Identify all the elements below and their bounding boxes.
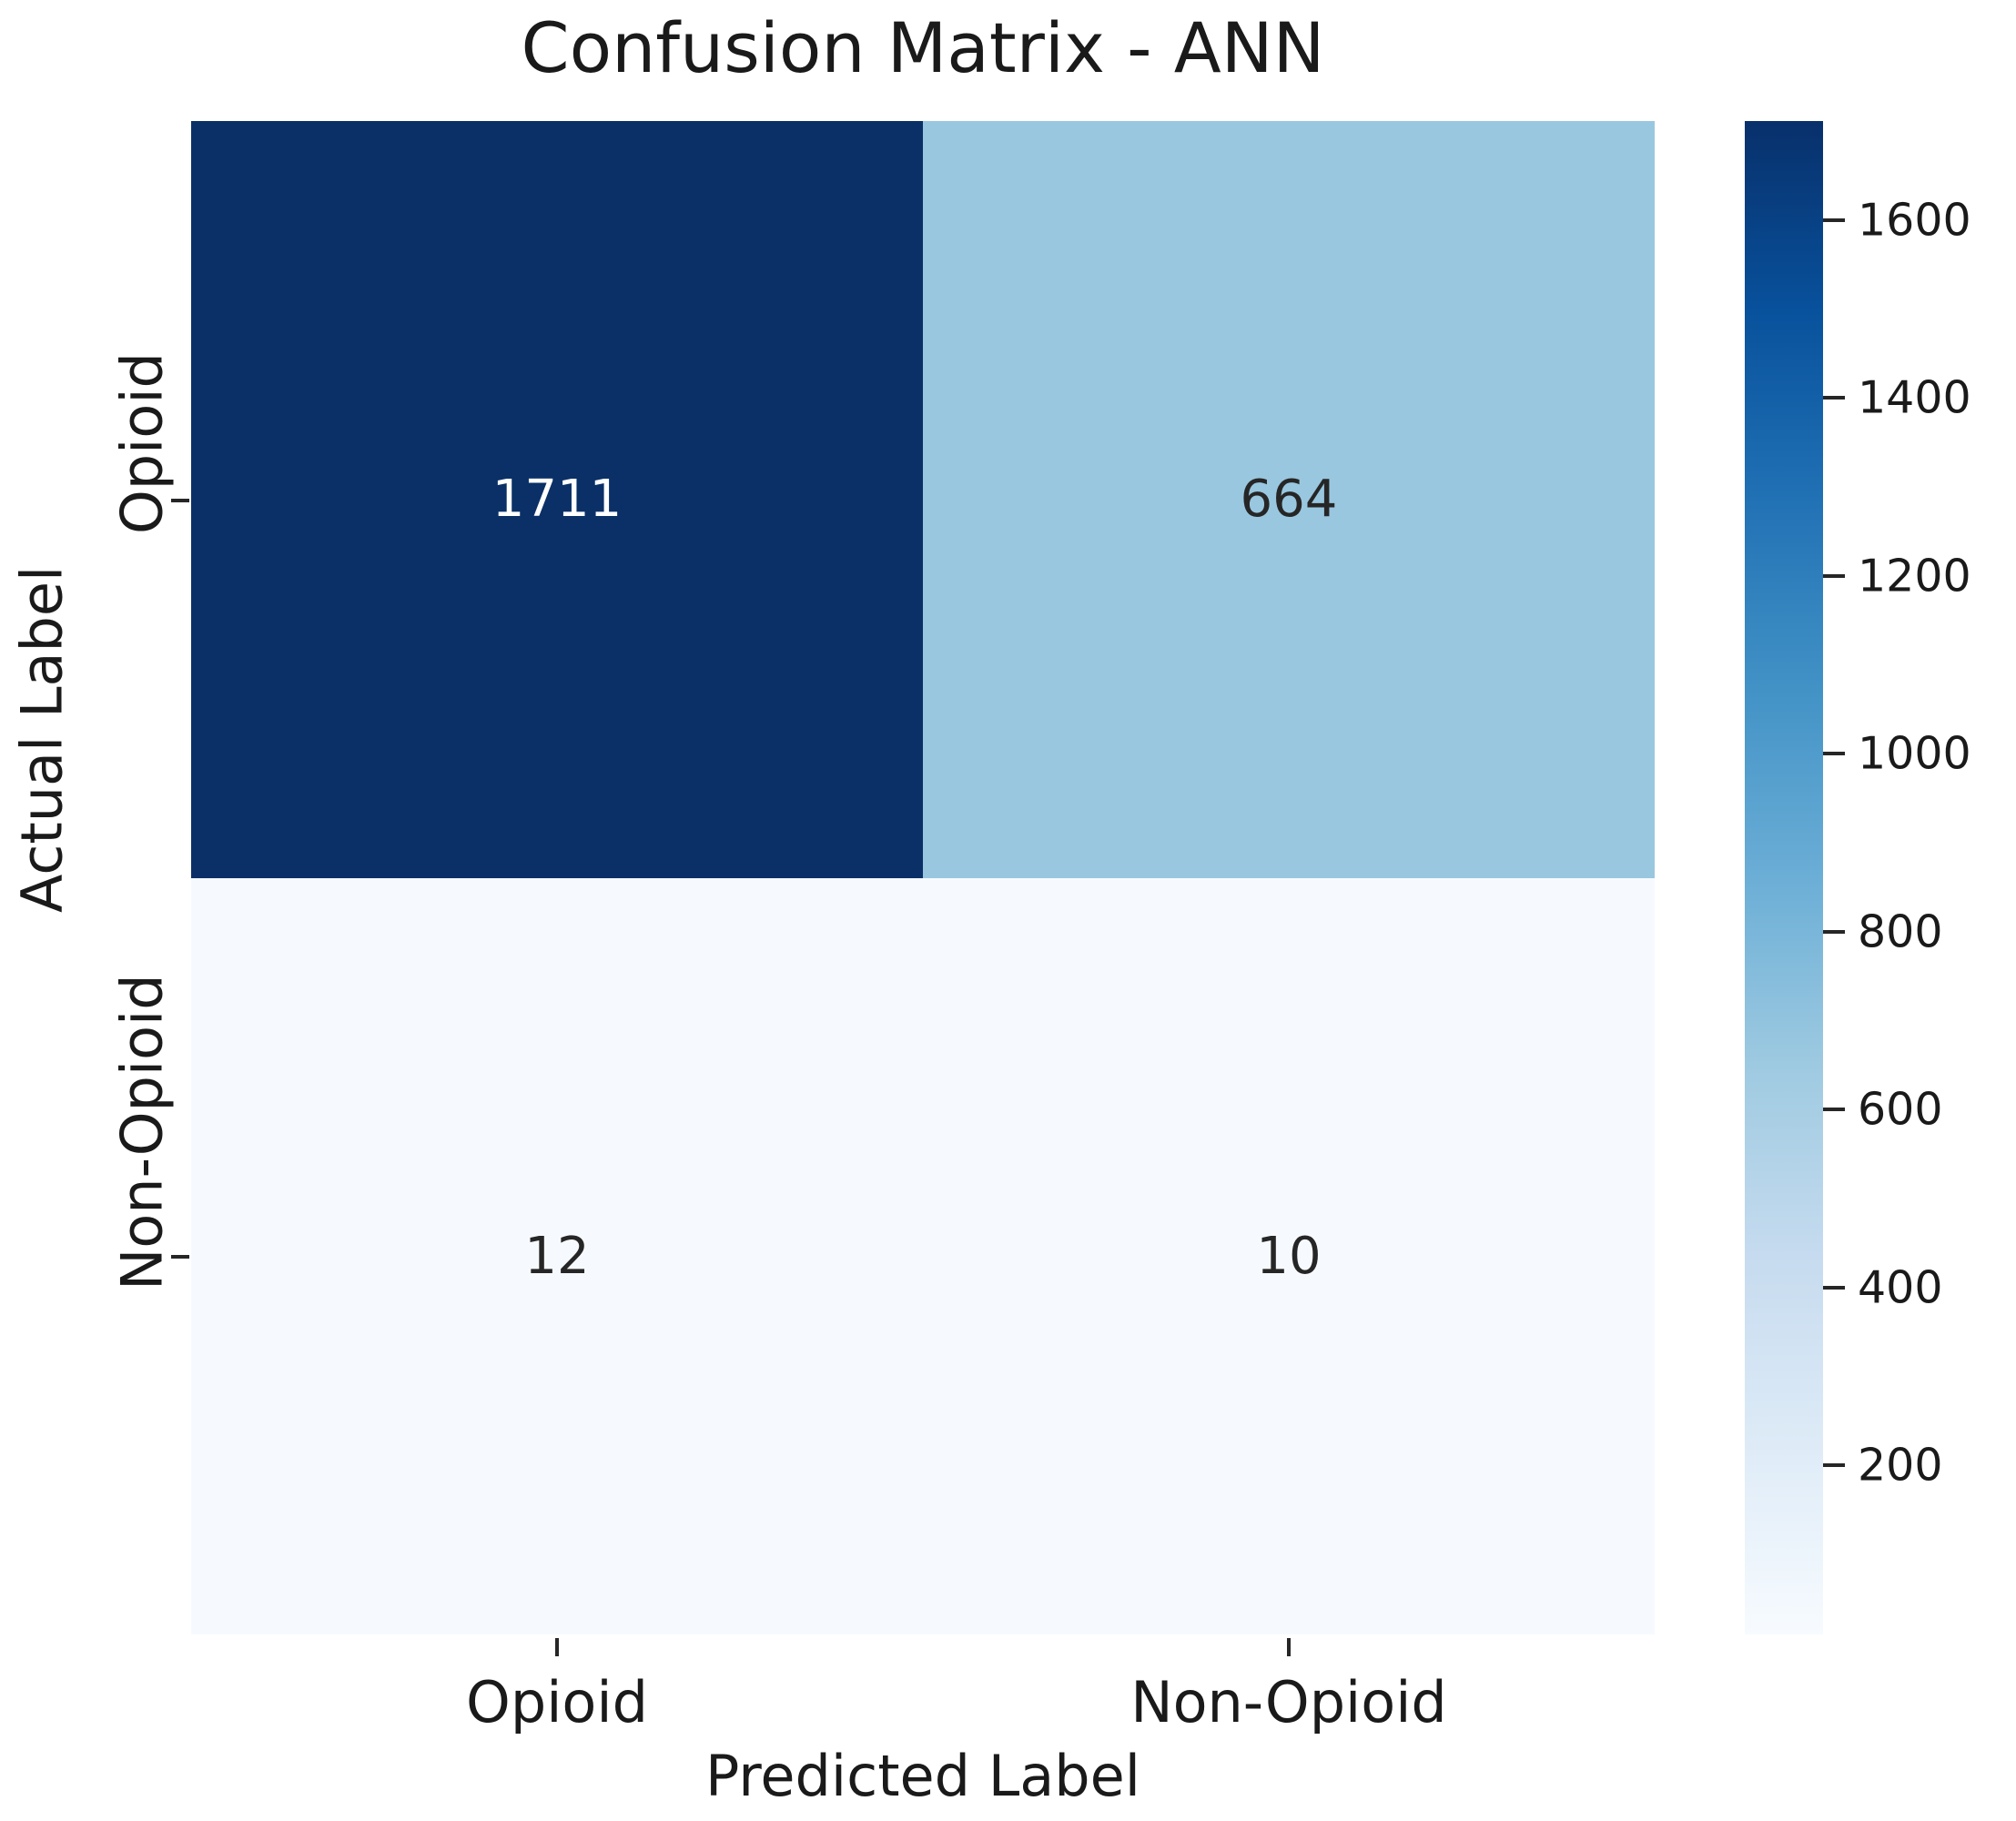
colorbar-tick-label: 1600	[1858, 194, 1971, 247]
colorbar-tick-label: 800	[1858, 905, 1943, 958]
cell-value: 664	[1240, 470, 1338, 530]
heatmap-grid: 1711 664 12 10	[191, 121, 1655, 1634]
colorbar-tick-label: 600	[1858, 1083, 1943, 1136]
colorbar-tick-mark-200	[1823, 1463, 1845, 1468]
colorbar-tick-mark-1600	[1823, 218, 1845, 222]
y-tick-label-non-opioid: Non-Opioid	[108, 974, 176, 1290]
cell-value: 10	[1256, 1226, 1322, 1286]
colorbar-tick-label: 1200	[1858, 550, 1971, 602]
chart-title: Confusion Matrix - ANN	[521, 7, 1325, 88]
cell-value: 1711	[491, 470, 623, 530]
heatmap-cell-r1c0: 12	[191, 877, 923, 1634]
x-tick-label-opioid: Opioid	[466, 1669, 648, 1735]
x-axis-label: Predicted Label	[704, 1743, 1141, 1809]
colorbar-tick-mark-1200	[1823, 573, 1845, 578]
colorbar-tick-label: 200	[1858, 1439, 1943, 1492]
colorbar-tick-mark-800	[1823, 929, 1845, 934]
colorbar-tick-mark-400	[1823, 1285, 1845, 1290]
heatmap-cell-r0c1: 664	[923, 121, 1655, 878]
cell-value: 12	[524, 1226, 590, 1286]
y-axis-label: Actual Label	[8, 565, 76, 913]
colorbar-tick-label: 1000	[1858, 727, 1971, 780]
heatmap-cell-r0c0: 1711	[191, 121, 923, 878]
y-tick-mark-non-opioid	[171, 1255, 189, 1259]
colorbar-tick-label: 1400	[1858, 371, 1971, 424]
colorbar-tick-label: 400	[1858, 1261, 1943, 1314]
x-tick-label-non-opioid: Non-Opioid	[1130, 1669, 1447, 1735]
y-tick-mark-opioid	[171, 499, 189, 502]
colorbar-ticks: 200 400 600 800 1000 1200 1400 1600	[1823, 121, 2016, 1634]
colorbar-tick-mark-1000	[1823, 752, 1845, 756]
colorbar	[1745, 121, 1823, 1634]
x-tick-mark-non-opioid	[1287, 1638, 1291, 1656]
colorbar-tick-mark-1400	[1823, 396, 1845, 400]
colorbar-tick-mark-600	[1823, 1108, 1845, 1112]
heatmap-cell-r1c1: 10	[923, 877, 1655, 1634]
y-tick-label-opioid: Opioid	[108, 352, 176, 534]
x-tick-mark-opioid	[555, 1638, 559, 1656]
